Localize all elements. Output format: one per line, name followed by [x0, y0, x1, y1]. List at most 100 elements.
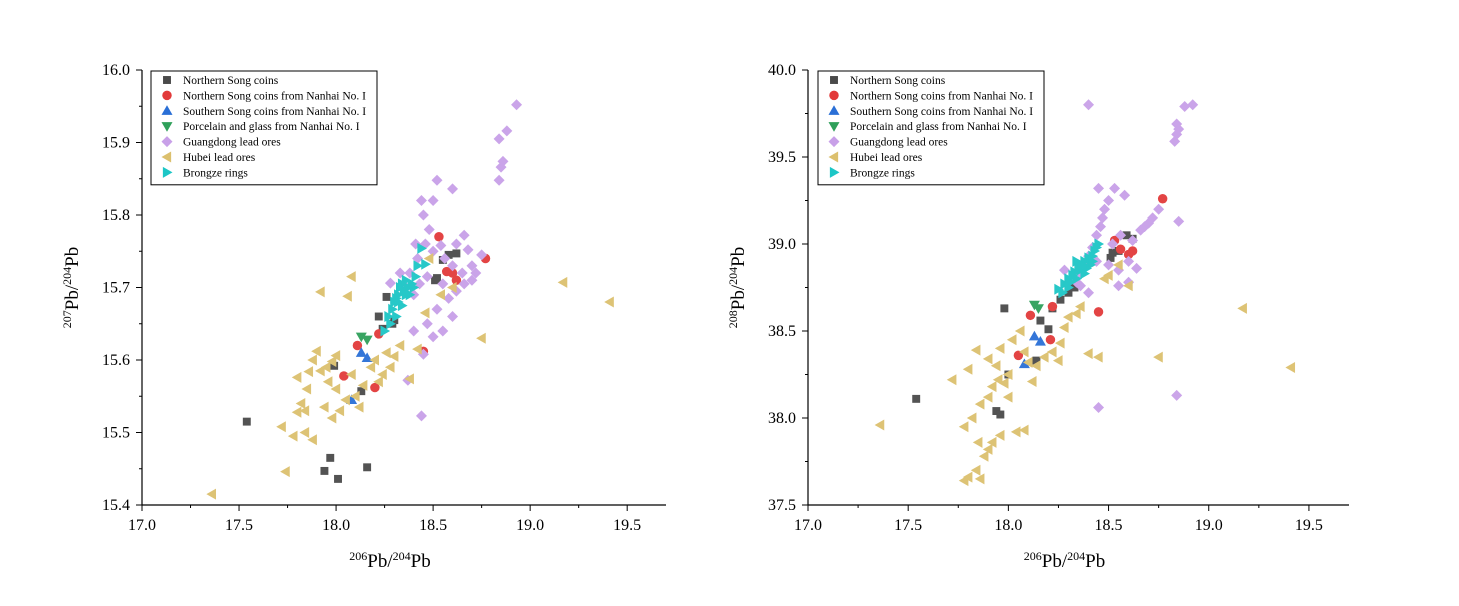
data-point — [299, 405, 310, 417]
data-point — [970, 464, 981, 476]
data-point — [1013, 350, 1024, 361]
data-point — [1094, 238, 1105, 250]
data-points — [874, 99, 1296, 487]
series-guangdong-lead-ores — [1058, 99, 1199, 414]
x-tick-label: 17.0 — [794, 517, 822, 534]
data-point — [1153, 203, 1165, 215]
data-point — [450, 238, 462, 250]
data-point — [373, 376, 383, 388]
data-point — [1171, 389, 1183, 401]
x-axis-label: 206Pb/204Pb — [1024, 549, 1105, 572]
data-point — [996, 410, 1005, 419]
data-point — [1093, 402, 1105, 414]
data-point — [1028, 330, 1040, 341]
data-point — [431, 303, 443, 315]
data-point — [982, 391, 993, 403]
y-tick-label: 39.0 — [768, 236, 796, 253]
axis-label-part: 206 — [349, 549, 367, 563]
data-point — [435, 289, 445, 301]
data-point — [970, 344, 981, 356]
data-point — [439, 253, 451, 264]
data-point — [1070, 283, 1079, 292]
series-hubei-lead-ores — [874, 259, 1296, 487]
data-point — [1083, 348, 1093, 360]
data-point — [1285, 362, 1296, 374]
data-point — [352, 340, 363, 351]
data-point — [307, 354, 317, 366]
series-brongze-rings — [380, 242, 431, 337]
data-point — [982, 353, 993, 365]
data-point — [1026, 375, 1037, 387]
data-point — [384, 277, 396, 289]
data-point — [330, 350, 341, 362]
data-point — [1047, 301, 1058, 312]
data-point — [604, 296, 614, 308]
data-point — [1064, 288, 1073, 297]
data-point — [497, 155, 509, 167]
data-point — [1093, 182, 1105, 194]
data-point — [1103, 195, 1115, 206]
data-point — [417, 209, 429, 221]
data-point — [437, 278, 449, 290]
data-point — [435, 239, 447, 251]
x-axis-label: 206Pb/204Pb — [349, 549, 430, 572]
legend-label: Porcelain and glass from Nanhai No. I — [183, 121, 360, 133]
data-point — [326, 412, 337, 424]
data-point — [1097, 212, 1109, 224]
legend-marker — [161, 122, 173, 132]
data-point — [340, 394, 350, 406]
data-point — [412, 343, 422, 355]
legend-label: Northern Song coins — [850, 75, 946, 87]
legend-marker — [161, 105, 173, 115]
axis-label-part: Pb/ — [1042, 551, 1068, 572]
data-point — [994, 429, 1005, 441]
data-point — [386, 318, 396, 330]
data-point — [431, 276, 440, 285]
data-point — [986, 436, 997, 448]
data-point — [206, 488, 216, 500]
data-point — [978, 450, 989, 462]
data-point — [1107, 238, 1119, 250]
legend-label: Brongze rings — [183, 167, 248, 179]
data-point — [1237, 302, 1247, 314]
series-guangdong-lead-ores — [384, 99, 523, 422]
data-point — [1095, 221, 1107, 233]
data-point — [377, 369, 387, 380]
legend-label: Guangdong lead ores — [850, 137, 948, 149]
legend-marker — [162, 90, 172, 101]
data-point — [1052, 355, 1063, 367]
data-point — [1010, 426, 1021, 438]
y-tick-label: 15.5 — [102, 425, 130, 442]
data-points — [206, 99, 614, 500]
y-tick-label: 15.9 — [102, 135, 130, 152]
data-point — [1171, 118, 1183, 130]
data-point — [447, 260, 459, 272]
x-tick-label: 19.0 — [1195, 517, 1223, 534]
legend-marker — [830, 76, 838, 84]
legend-label: Hubei lead ores — [850, 152, 923, 164]
data-point — [384, 361, 395, 373]
data-point — [334, 474, 342, 483]
data-point — [992, 374, 1003, 386]
data-point — [1072, 255, 1082, 267]
data-point — [355, 332, 367, 343]
x-tick-label: 18.0 — [994, 517, 1022, 534]
data-point — [874, 419, 885, 431]
axis-label-part: Pb/ — [367, 551, 393, 572]
data-point — [357, 379, 368, 391]
legend-label: Southern Song coins from Nanhai No. I — [850, 106, 1033, 118]
data-point — [401, 289, 412, 301]
data-point — [1046, 346, 1057, 358]
data-point — [451, 275, 462, 285]
data-point — [427, 195, 439, 206]
data-point — [912, 394, 921, 403]
x-tick-label: 17.5 — [225, 517, 253, 534]
data-point — [326, 453, 335, 462]
data-point — [1157, 194, 1168, 204]
data-point — [444, 250, 453, 259]
chart-207pb-204pb: 17.0 17.5 18.0 18.5 19.0 19.5 15.4 15.5 15.6 15.7… — [60, 62, 666, 572]
axis-label-part: 204 — [1067, 549, 1085, 563]
data-point — [1058, 264, 1070, 276]
data-point — [1088, 255, 1099, 267]
legend-label: Porcelain and glass from Nanhai No. I — [850, 121, 1027, 133]
